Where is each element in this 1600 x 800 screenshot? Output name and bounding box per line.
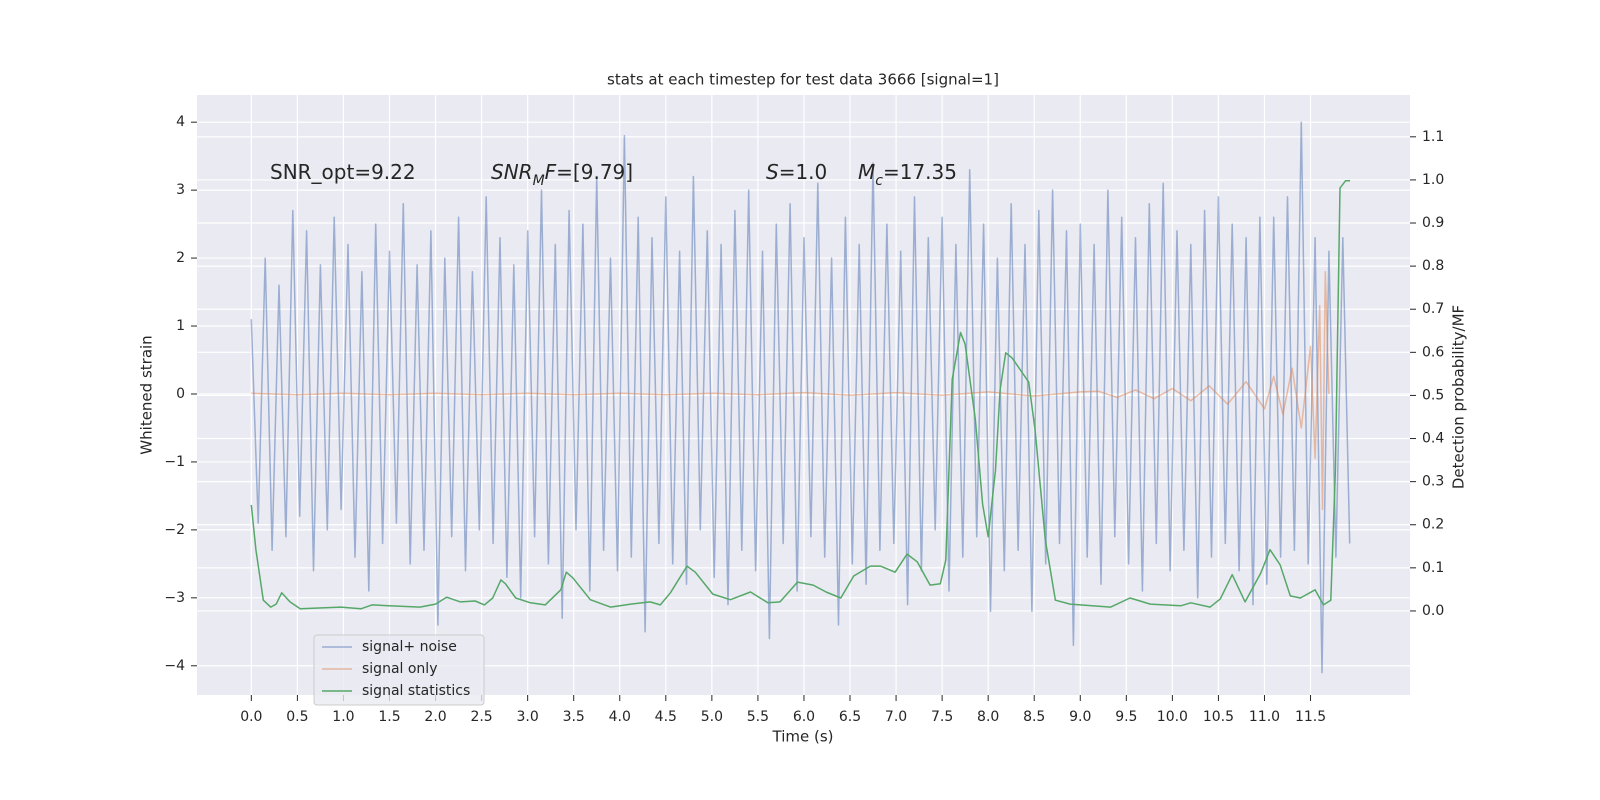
annotation-part: =1.0 [779,160,828,184]
y2-tick-label: 0.7 [1422,301,1444,317]
annotation: SNR_opt=9.22 [270,160,416,184]
y-tick-label: −4 [164,658,185,674]
y-tick-label: 4 [176,114,185,130]
x-tick-label: 8.0 [977,709,999,725]
annotations: SNR_opt=9.22 SNRMF=[9.79] S=1.0 Mc=17.35 [270,160,957,190]
x-tick-label: 2.0 [424,709,446,725]
annotation-part: =17.35 [883,160,957,184]
y2-tick-label: 0.5 [1422,387,1444,403]
y2-tick-label: 0.3 [1422,474,1444,490]
legend: signal+ noise signal only signal statistic… [313,634,485,706]
y-axis-label: Whitened strain [138,335,156,454]
x-tick-label: 11.0 [1249,709,1280,725]
y2-tick-label: 0.9 [1422,215,1444,231]
x-tick-label: 6.5 [839,709,861,725]
x-tick-label: 2.5 [470,709,492,725]
x-tick-label: 6.0 [793,709,815,725]
annotation: Mc=17.35 [858,160,957,190]
x-tick-label: 5.0 [701,709,723,725]
annotation-part: SNR [491,160,533,184]
annotation: S=1.0 [766,160,827,184]
y-tick-label: −2 [164,522,185,538]
y2-tick-label: 0.2 [1422,517,1444,533]
x-tick-label: 4.0 [609,709,631,725]
series-line [251,270,1330,511]
legend-label: signal statistics [362,683,470,699]
annotation-part: SNR_opt=9.22 [270,160,416,184]
annotation: SNRMF=[9.79] [491,160,633,190]
y2-tick-label: 0.8 [1422,258,1444,274]
x-tick-label: 0.5 [286,709,308,725]
x-tick-label: 0.0 [240,709,262,725]
annotation-part: F [545,160,557,184]
y-tick-label: 0 [176,386,185,402]
legend-label: signal+ noise [362,639,457,655]
y-tick-label: 1 [176,318,185,334]
annotation-part: =[9.79] [556,160,633,184]
x-tick-label: 4.5 [655,709,677,725]
y2-tick-label: 1.0 [1422,172,1444,188]
series-line [250,180,1351,610]
x-tick-label: 8.5 [1023,709,1045,725]
x-tick-label: 9.5 [1115,709,1137,725]
chart-title: stats at each timestep for test data 366… [607,71,999,89]
annotation-part: c [875,173,883,189]
series-line [250,121,1351,674]
x-tick-label: 10.5 [1203,709,1234,725]
x-tick-label: 1.5 [378,709,400,725]
x-tick-label: 3.5 [563,709,585,725]
x-tick-label: 5.5 [747,709,769,725]
y-tick-label: −1 [164,454,185,470]
x-tick-label: 9.0 [1069,709,1091,725]
x-tick-label: 11.5 [1295,709,1326,725]
y-tick-label: −3 [164,590,185,606]
x-axis-label: Time (s) [772,728,834,746]
y2-axis-label: Detection probability/MF [1450,305,1468,489]
y2-tick-label: 0.6 [1422,344,1444,360]
annotation-part: M [858,160,875,184]
x-tick-label: 3.0 [517,709,539,725]
annotation-part: M [533,173,545,189]
y2-tick-label: 0.0 [1422,603,1444,619]
annotation-part: S [766,160,779,184]
y2-tick-label: 0.4 [1422,431,1444,447]
x-tick-label: 7.0 [885,709,907,725]
y-tick-label: 3 [176,182,185,198]
marks [250,121,1351,674]
x-tick-label: 1.0 [332,709,354,725]
x-tick-label: 7.5 [931,709,953,725]
y-tick-label: 2 [176,250,185,266]
y2-tick-label: 0.1 [1422,560,1444,576]
legend-box [313,634,485,706]
legend-label: signal only [362,661,437,677]
x-tick-label: 10.0 [1157,709,1188,725]
y2-tick-label: 1.1 [1422,129,1444,145]
